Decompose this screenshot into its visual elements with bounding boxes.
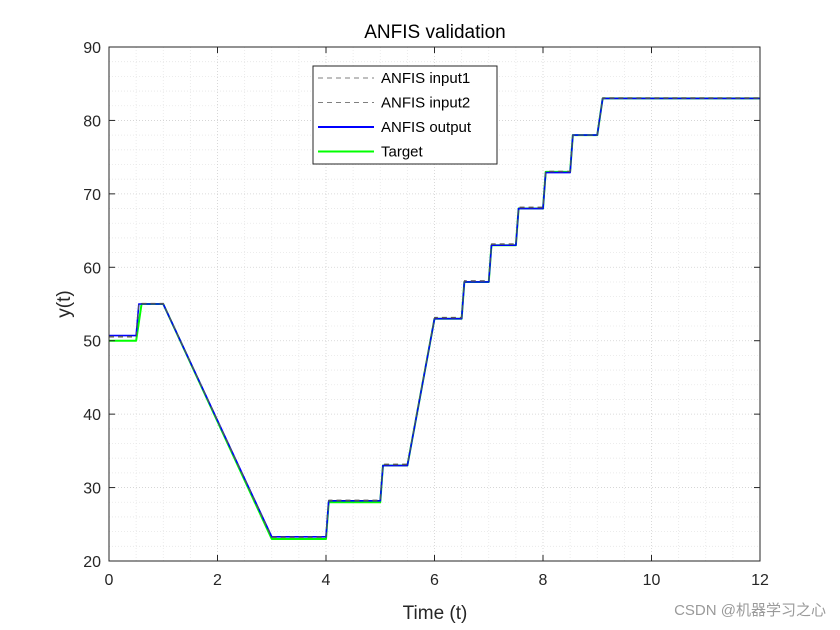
y-tick-label: 20 xyxy=(83,554,101,571)
axis-ticks: 0 2 4 6 8 10 12 20 30 40 50 60 70 80 90 xyxy=(83,40,769,589)
x-tick-label: 8 xyxy=(539,572,548,589)
legend-label-target: Target xyxy=(381,144,424,161)
series-layer xyxy=(109,97,760,540)
y-tick-label: 90 xyxy=(83,40,101,57)
y-tick-label: 70 xyxy=(83,187,101,204)
series-line-anfis-input1 xyxy=(109,97,760,538)
y-tick-label: 30 xyxy=(83,481,101,498)
y-tick-label: 50 xyxy=(83,334,101,351)
x-tick-label: 4 xyxy=(322,572,331,589)
legend-box xyxy=(312,65,498,165)
legend-label-anfis-output: ANFIS output xyxy=(381,119,472,136)
y-tick-label: 40 xyxy=(83,407,101,424)
legend-label-anfis-input2: ANFIS input2 xyxy=(381,95,470,112)
y-tick-label: 80 xyxy=(83,113,101,130)
x-tick-label: 6 xyxy=(430,572,439,589)
watermark: CSDN @机器学习之心 xyxy=(674,602,826,619)
x-tick-label: 2 xyxy=(213,572,222,589)
x-tick-label: 10 xyxy=(643,572,661,589)
x-tick-label: 0 xyxy=(105,572,114,589)
x-axis-label: Time (t) xyxy=(403,603,468,624)
legend-label-anfis-input1: ANFIS input1 xyxy=(381,70,470,87)
chart-title: ANFIS validation xyxy=(364,22,506,43)
legend: ANFIS input1 ANFIS input2 ANFIS output Targ… xyxy=(312,65,498,165)
x-tick-label: 12 xyxy=(751,572,769,589)
y-axis-label: y(t) xyxy=(54,290,75,317)
y-tick-label: 60 xyxy=(83,260,101,277)
